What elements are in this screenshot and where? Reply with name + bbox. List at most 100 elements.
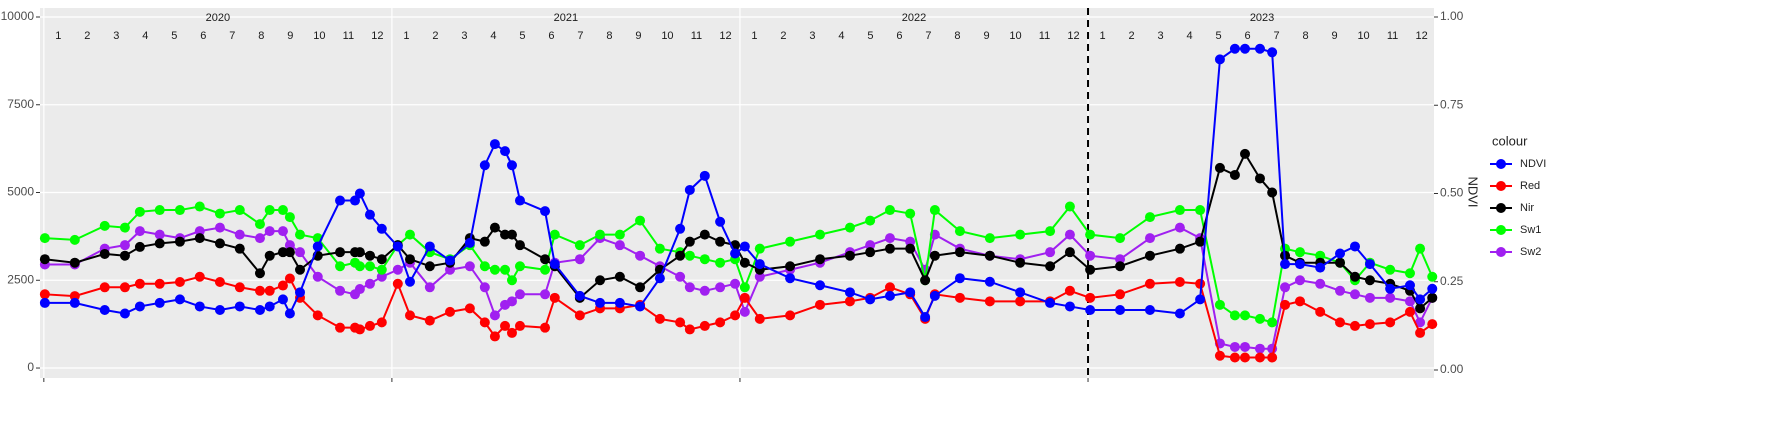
month-label: 12 [1415, 30, 1427, 42]
point [392, 241, 403, 252]
legend-label: Nir [1520, 202, 1534, 214]
point [1115, 254, 1126, 265]
point [574, 240, 585, 251]
point [1174, 222, 1185, 233]
month-label: 7 [229, 30, 235, 42]
month-label: 1 [1099, 30, 1105, 42]
point [1280, 299, 1291, 310]
point [1349, 289, 1360, 300]
point [1115, 233, 1126, 244]
point [404, 254, 415, 265]
point [884, 205, 895, 216]
point [785, 236, 796, 247]
month-label: 6 [548, 30, 554, 42]
point [920, 275, 931, 286]
point [1254, 343, 1265, 354]
point [479, 160, 490, 171]
point [785, 273, 796, 284]
point [99, 304, 110, 315]
point [234, 243, 245, 254]
point [865, 240, 876, 251]
point [1267, 187, 1278, 198]
y-tick-label: 5000 [7, 185, 34, 199]
point [844, 250, 855, 261]
point [865, 294, 876, 305]
point [654, 243, 665, 254]
point [739, 306, 750, 317]
point [844, 222, 855, 233]
point [1335, 248, 1346, 259]
point [635, 282, 646, 293]
point [284, 308, 295, 319]
point [954, 273, 965, 284]
point [865, 247, 876, 258]
point [1349, 320, 1360, 331]
y-tick-label: 0 [27, 360, 34, 374]
point [1229, 310, 1240, 321]
point [154, 278, 165, 289]
point [69, 297, 80, 308]
point [614, 240, 625, 251]
month-label: 1 [55, 30, 61, 42]
point [264, 226, 275, 237]
point [1315, 250, 1326, 261]
point [1045, 297, 1056, 308]
point [574, 290, 585, 301]
point [119, 282, 130, 293]
point [1415, 294, 1426, 305]
point [445, 264, 456, 275]
point [540, 254, 551, 265]
point [1064, 285, 1075, 296]
point [489, 331, 500, 342]
point [234, 205, 245, 216]
point [549, 259, 560, 270]
month-label: 1 [403, 30, 409, 42]
point [1229, 169, 1240, 180]
point [675, 223, 686, 234]
point [335, 195, 346, 206]
point [354, 284, 365, 295]
point [884, 243, 895, 254]
point [1064, 247, 1075, 258]
point [574, 310, 585, 321]
point [134, 206, 145, 217]
point [404, 229, 415, 240]
point [754, 271, 765, 282]
point [174, 236, 185, 247]
point [595, 275, 606, 286]
month-label: 11 [691, 30, 702, 42]
point [234, 282, 245, 293]
point [264, 250, 275, 261]
point [1267, 317, 1278, 328]
y2-tick-label: 0.75 [1440, 97, 1464, 111]
point [1385, 283, 1396, 294]
point [715, 257, 726, 268]
point [254, 285, 265, 296]
point [699, 170, 710, 181]
y2-tick-label: 0.00 [1440, 362, 1464, 376]
point [514, 261, 525, 272]
point [1144, 233, 1155, 244]
point [1254, 352, 1265, 363]
point [684, 236, 695, 247]
month-label: 4 [490, 30, 496, 42]
point [39, 289, 50, 300]
year-label: 2021 [554, 12, 578, 24]
point [540, 322, 551, 333]
point [424, 282, 435, 293]
legend-title: colour [1492, 133, 1528, 148]
point [1315, 262, 1326, 273]
point [754, 313, 765, 324]
y2-axis-title: NDVI [1466, 176, 1481, 207]
legend-label: Red [1520, 180, 1540, 192]
point [354, 324, 365, 335]
point [905, 287, 916, 298]
point [1144, 212, 1155, 223]
point [354, 247, 365, 258]
y2-tick-label: 0.50 [1440, 186, 1464, 200]
point [1294, 259, 1305, 270]
point [1404, 296, 1415, 307]
point [214, 304, 225, 315]
point [445, 306, 456, 317]
point [1335, 285, 1346, 296]
